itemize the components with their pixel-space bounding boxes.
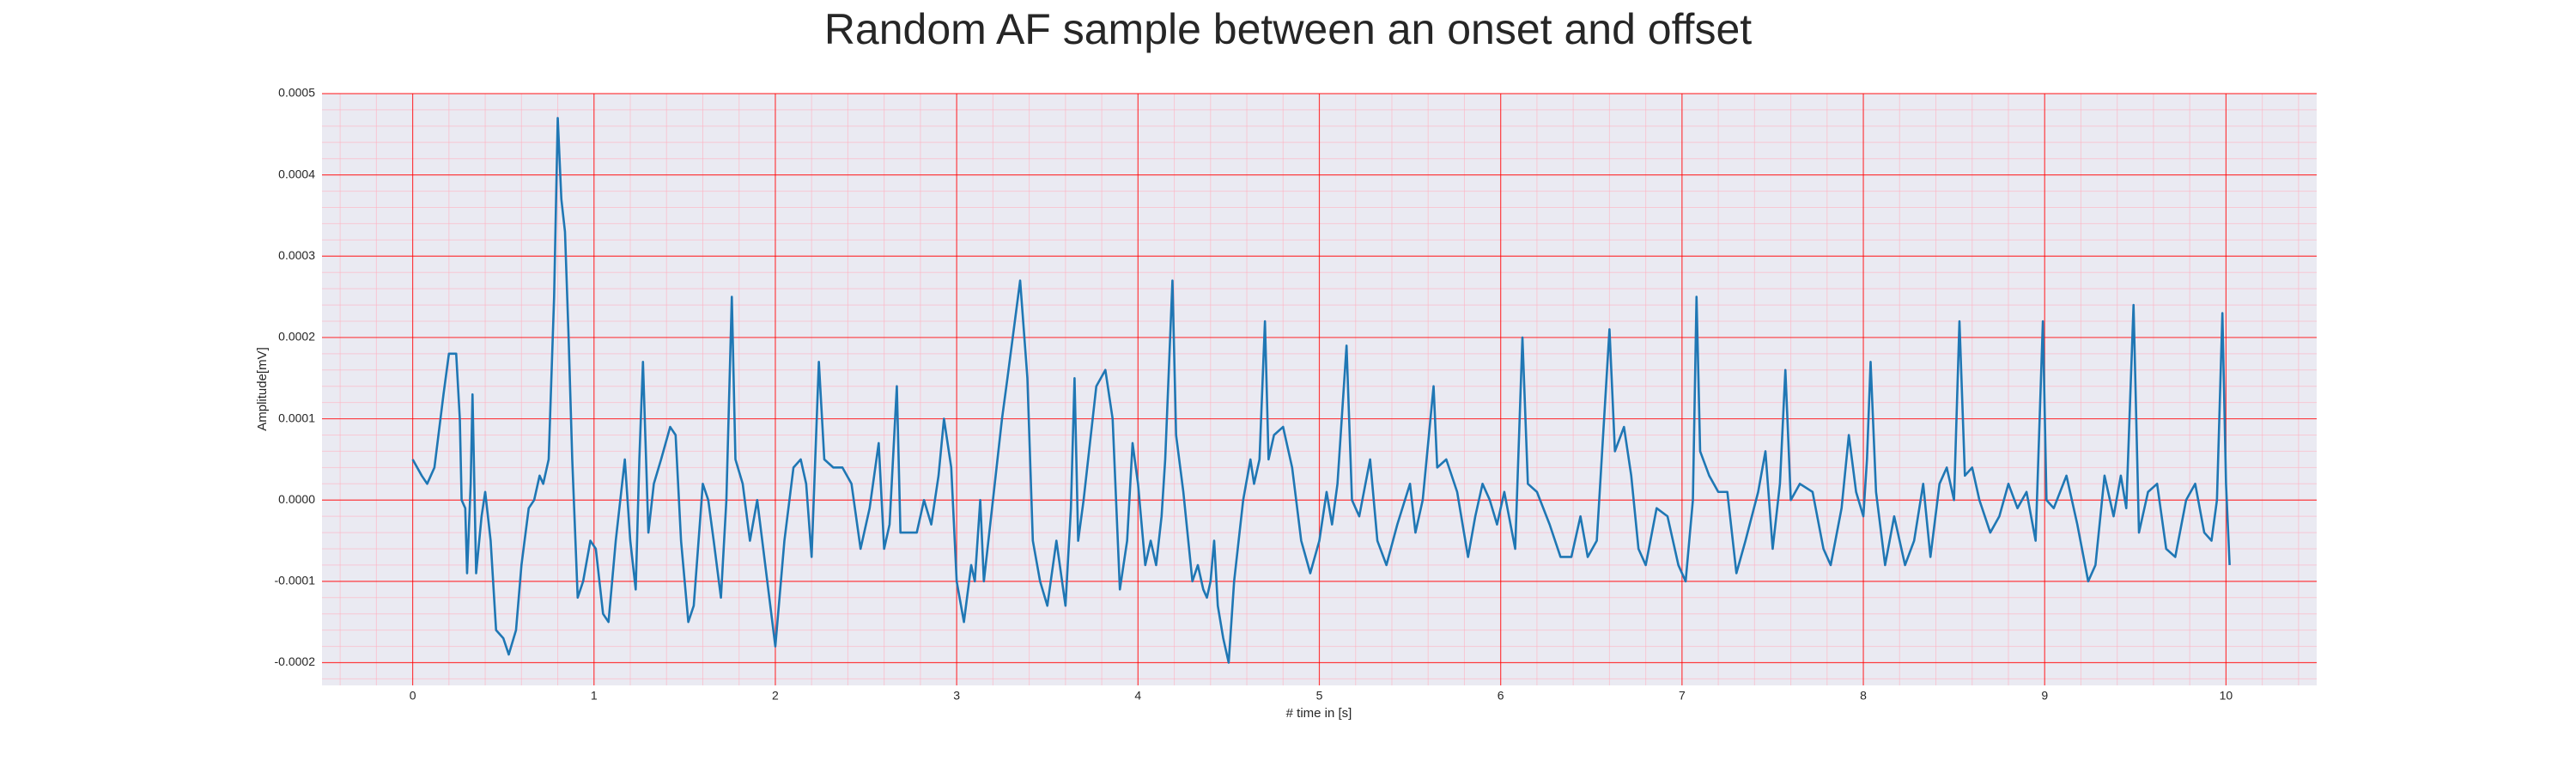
y-tick-label: 0.0001 bbox=[278, 411, 315, 424]
y-tick-label: 0.0005 bbox=[278, 86, 315, 100]
x-tick-label: 9 bbox=[2041, 689, 2048, 703]
y-tick-label: 0.0004 bbox=[278, 167, 315, 180]
x-tick-label: 3 bbox=[953, 689, 960, 703]
y-tick-label: 0.0002 bbox=[278, 330, 315, 344]
x-tick-label: 4 bbox=[1134, 689, 1141, 703]
x-tick-label: 10 bbox=[2220, 689, 2233, 703]
x-tick-label: 6 bbox=[1498, 689, 1504, 703]
y-tick-label: -0.0001 bbox=[275, 574, 316, 587]
y-tick-label: 0.0000 bbox=[278, 492, 315, 506]
y-tick-label: -0.0002 bbox=[275, 654, 316, 668]
chart-title: Random AF sample between an onset and of… bbox=[824, 5, 1752, 53]
x-tick-label: 0 bbox=[410, 689, 416, 703]
x-tick-label: 2 bbox=[772, 689, 779, 703]
x-tick-label: 8 bbox=[1860, 689, 1867, 703]
x-axis-label: # time in [s] bbox=[1286, 706, 1352, 721]
x-tick-label: 5 bbox=[1316, 689, 1323, 703]
y-tick-label: 0.0003 bbox=[278, 248, 315, 262]
y-axis-label: Amplitude[mV] bbox=[255, 347, 270, 431]
x-tick-label: 7 bbox=[1679, 689, 1686, 703]
signal-line bbox=[411, 117, 2231, 664]
x-tick-label: 1 bbox=[591, 689, 598, 703]
